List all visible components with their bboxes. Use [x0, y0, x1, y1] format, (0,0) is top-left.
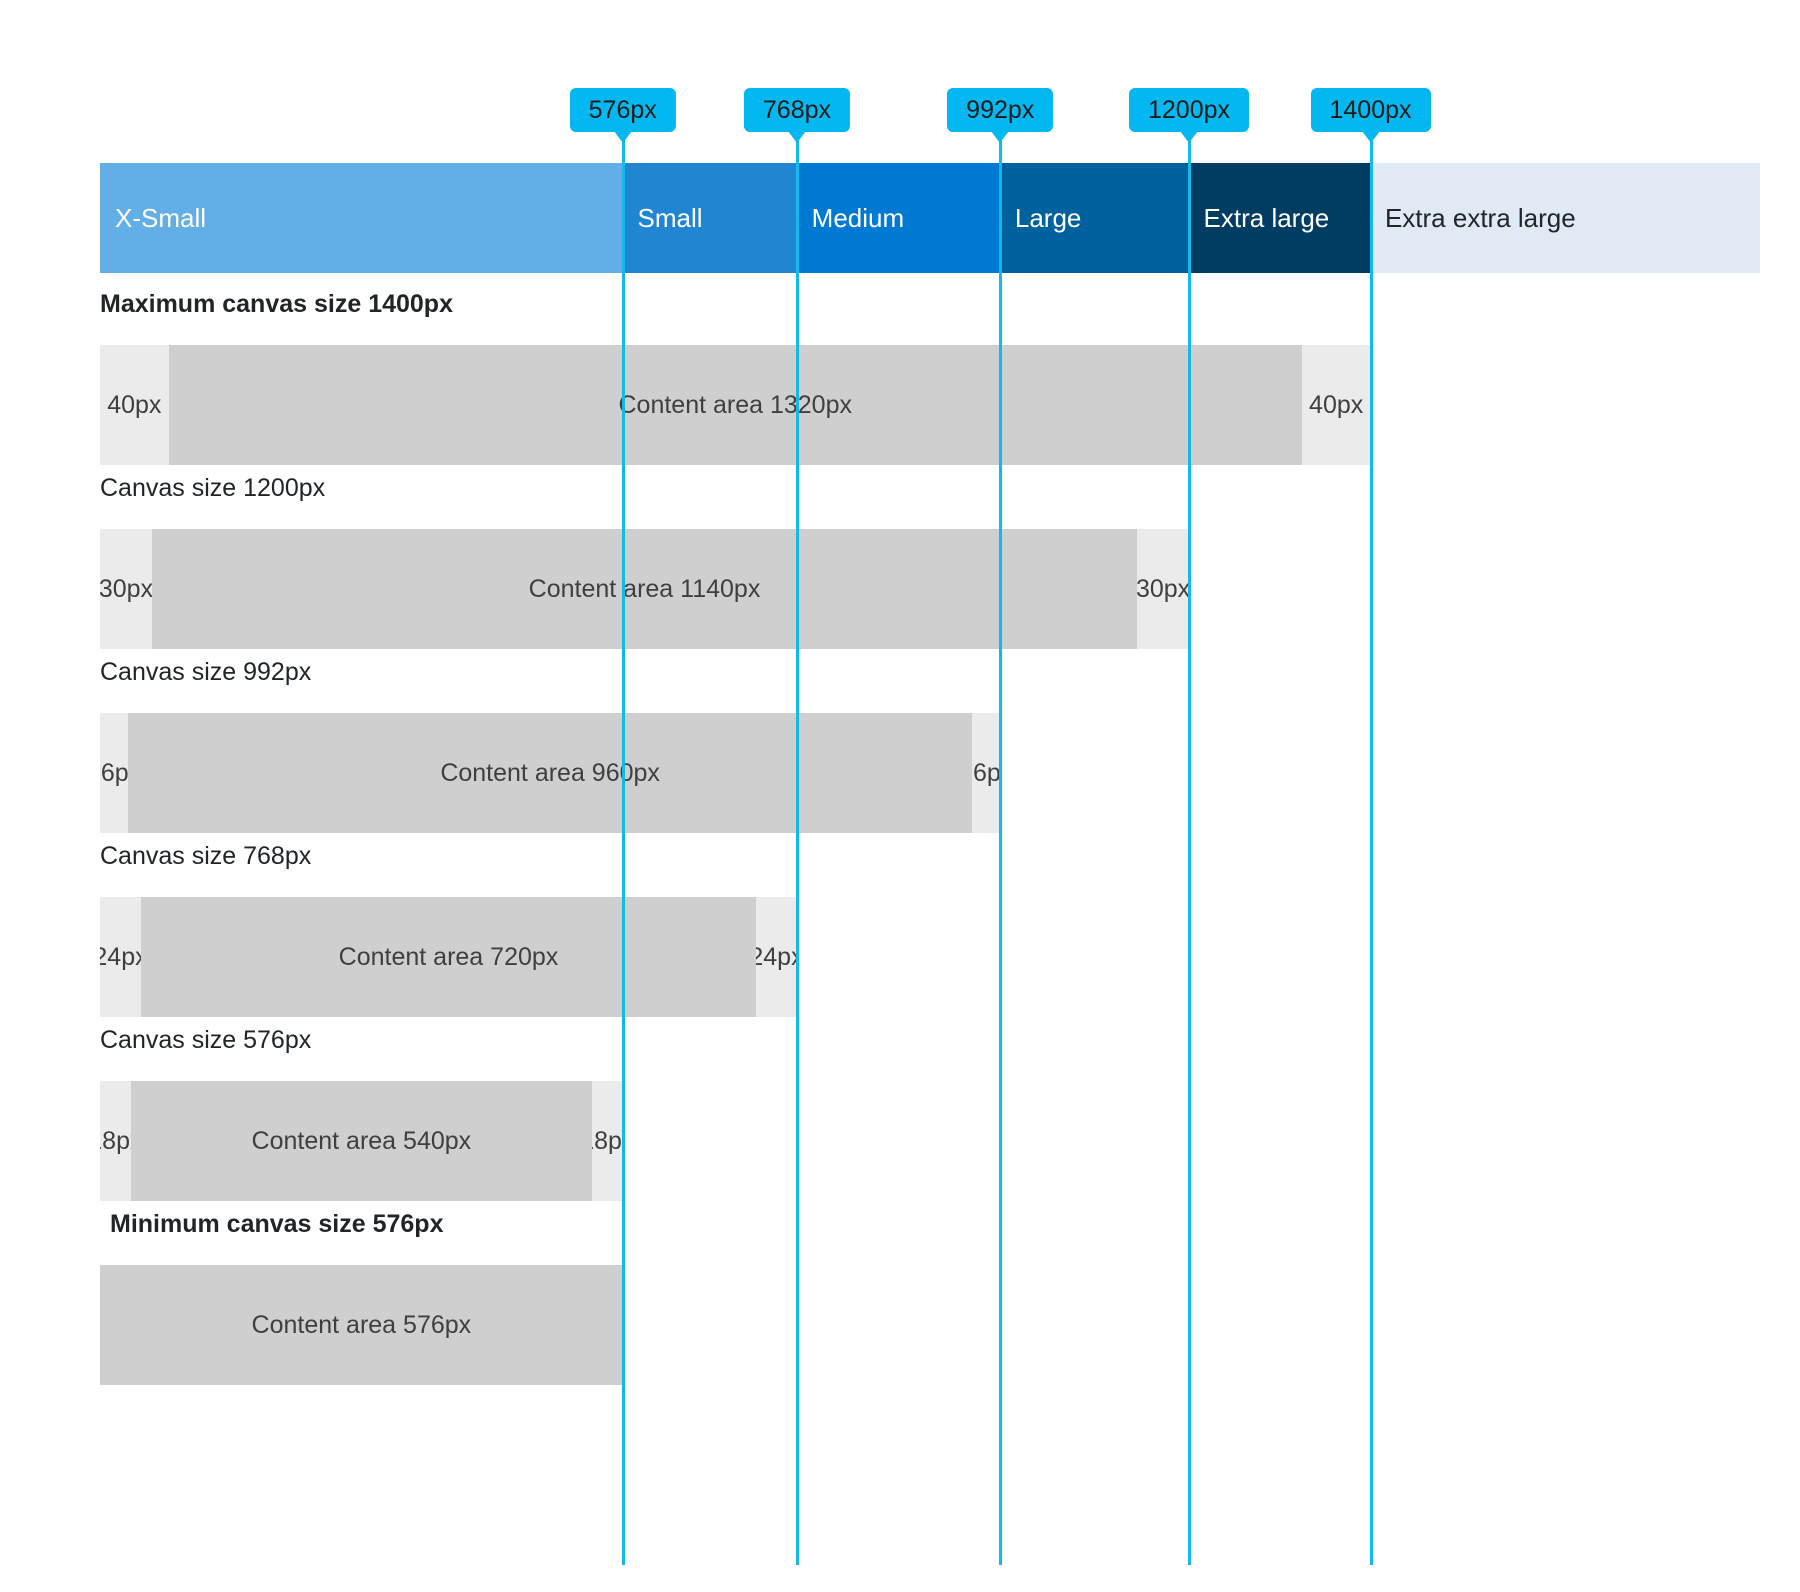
- gutter-right: 16px: [972, 713, 1001, 833]
- canvas-bar: 40px Content area 1320px 40px: [100, 345, 1371, 465]
- tier-segment-small: Small: [622, 163, 797, 273]
- content-area: Content area 720px: [140, 897, 756, 1017]
- breakpoint-badge-576: 576px: [569, 88, 676, 143]
- breakpoint-badge-1200: 1200px: [1128, 88, 1250, 143]
- breakpoint-guide-line-992: [999, 135, 1003, 1565]
- row-label: Canvas size 768px: [100, 842, 312, 870]
- canvas-bar: 30px Content area 1140px 30px: [100, 529, 1189, 649]
- row-label: Canvas size 992px: [100, 658, 312, 686]
- gutter-left: 40px: [100, 345, 169, 465]
- breakpoint-guide-line-1200: [1188, 135, 1191, 1565]
- gutter-right: 40px: [1301, 345, 1371, 465]
- breakpoint-guide-line-1400: [1369, 135, 1373, 1565]
- tier-segment-large: Large: [999, 163, 1189, 273]
- gutter-left: 16px: [100, 713, 129, 833]
- row-label: Canvas size 576px: [100, 1026, 312, 1054]
- gutter-left: 18px: [100, 1081, 131, 1201]
- canvas-bar: 16pxContent area 960px16px: [100, 713, 1001, 833]
- content-area: Content area 1140px: [151, 529, 1138, 649]
- gutter-left: 30px: [100, 529, 152, 649]
- content-area: Content area 960px: [128, 713, 973, 833]
- row-label: Maximum canvas size 1400px: [100, 290, 453, 318]
- canvas-bar: Content area 576px: [100, 1265, 623, 1385]
- row-label: Canvas size 1200px: [100, 474, 326, 502]
- gutter-right: 24px: [755, 897, 797, 1017]
- gutter-left: 24px: [100, 897, 141, 1017]
- tier-segment-x-small: X-Small: [100, 163, 623, 273]
- tier-segment-medium: Medium: [796, 163, 1000, 273]
- breakpoint-badge-768: 768px: [743, 88, 851, 143]
- tier-segment-extra-extra-large: Extra extra large: [1369, 163, 1760, 273]
- content-area: Content area 540px: [130, 1081, 592, 1201]
- content-area: Content area 576px: [100, 1265, 623, 1385]
- breakpoint-guide-line-576: [621, 135, 625, 1565]
- gutter-right: 30px: [1137, 529, 1189, 649]
- tier-segment-extra-large: Extra large: [1188, 163, 1370, 273]
- row-label: Minimum canvas size 576px: [110, 1210, 444, 1238]
- breakpoint-badge-1400: 1400px: [1310, 88, 1431, 143]
- gutter-right: 18px: [591, 1081, 623, 1201]
- breakpoint-guide-line-768: [795, 135, 799, 1565]
- canvas-bar: 18pxContent area 540px18px: [100, 1081, 623, 1201]
- content-area: Content area 1320px: [168, 345, 1302, 465]
- canvas-bar: 24pxContent area 720px24px: [100, 897, 797, 1017]
- breakpoint-tier-band: X-Small Small Medium Large Extra large Extra …: [100, 163, 1760, 273]
- breakpoint-badge-992: 992px: [947, 88, 1054, 143]
